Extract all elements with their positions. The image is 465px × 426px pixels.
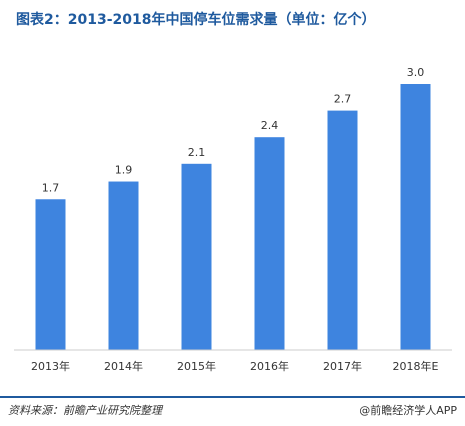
brand-credit: @前瞻经济学人APP xyxy=(359,404,457,417)
footer: 资料来源：前瞻产业研究院整理 @前瞻经济学人APP xyxy=(0,396,465,426)
bar-value-label: 2.4 xyxy=(261,119,279,132)
bar xyxy=(327,110,358,350)
x-tick-label: 2014年 xyxy=(104,359,143,373)
bar-value-label: 1.7 xyxy=(42,181,60,194)
bar-group xyxy=(35,84,431,350)
x-tick-label: 2017年 xyxy=(323,359,362,373)
x-tick-label: 2015年 xyxy=(177,359,216,373)
bar xyxy=(400,84,431,350)
bar xyxy=(108,181,139,350)
bar-value-label: 2.7 xyxy=(334,93,352,106)
source-note: 资料来源：前瞻产业研究院整理 xyxy=(8,404,162,417)
x-tick-label: 2018年E xyxy=(393,359,439,373)
bar-value-label: 1.9 xyxy=(115,164,133,177)
bar xyxy=(35,199,66,350)
x-tick-label-group: 2013年 2014年 2015年 2016年 2017年 2018年E xyxy=(31,359,439,373)
x-tick-label: 2016年 xyxy=(250,359,289,373)
chart-title: 图表2：2013-2018年中国停车位需求量（单位：亿个） xyxy=(16,12,376,28)
bar-value-label: 2.1 xyxy=(188,146,206,159)
bar-value-label: 3.0 xyxy=(407,66,425,79)
x-tick-label: 2013年 xyxy=(31,359,70,373)
bar xyxy=(254,137,285,350)
value-label-group: 1.7 1.9 2.1 2.4 2.7 3.0 xyxy=(42,66,425,194)
bar xyxy=(181,163,212,350)
